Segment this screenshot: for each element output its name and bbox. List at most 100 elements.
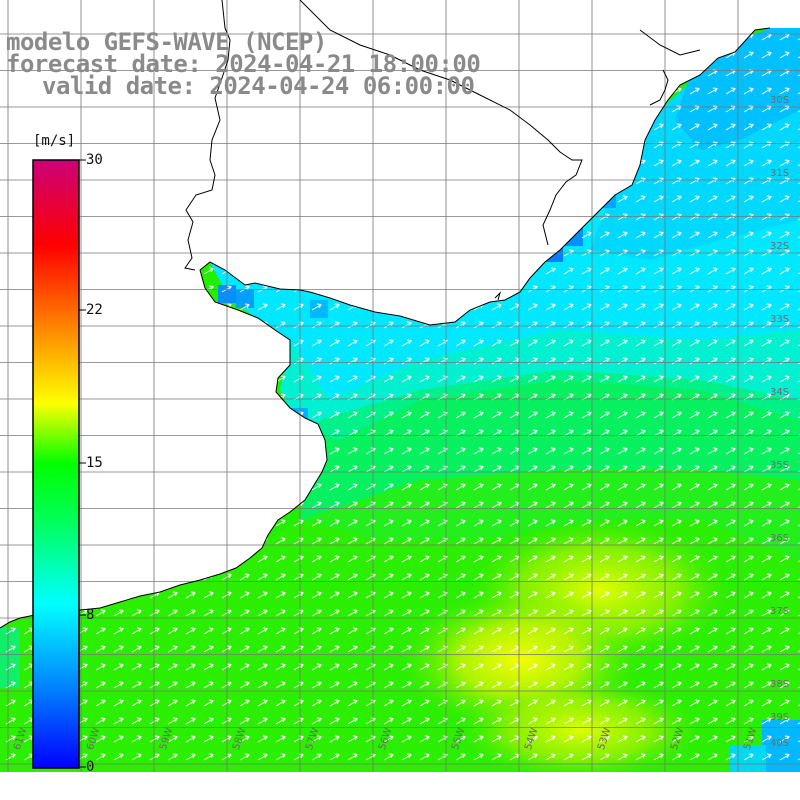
- wind-arrow: [725, 753, 736, 761]
- wind-arrow: [635, 447, 646, 455]
- wind-arrow: [743, 375, 754, 383]
- wind-arrow: [743, 447, 754, 455]
- wind-arrow: [581, 591, 592, 599]
- wind-arrow: [761, 447, 772, 455]
- wind-arrow: [563, 429, 574, 437]
- wind-arrow: [383, 519, 394, 527]
- wind-arrow: [5, 285, 16, 293]
- wind-arrow: [455, 573, 466, 581]
- wind-arrow: [671, 429, 682, 437]
- wind-arrow: [545, 591, 556, 599]
- wind-arrow: [167, 591, 178, 599]
- wind-arrow: [239, 141, 250, 149]
- wind-arrow: [329, 141, 340, 149]
- wind-arrow: [473, 699, 484, 707]
- wind-arrow: [383, 699, 394, 707]
- wind-arrow: [563, 591, 574, 599]
- wind-arrow: [581, 123, 592, 131]
- wind-arrow: [23, 321, 34, 329]
- wind-arrow: [527, 447, 538, 455]
- wind-arrow: [707, 267, 718, 275]
- wind-arrow: [257, 375, 268, 383]
- wind-arrow: [239, 717, 250, 725]
- lat-label-32s: 32S: [770, 241, 790, 252]
- wind-arrow: [293, 141, 304, 149]
- wind-arrow: [761, 123, 772, 131]
- wind-arrow: [761, 375, 772, 383]
- wind-arrow: [761, 627, 772, 635]
- wind-arrow: [671, 753, 682, 761]
- wind-arrow: [725, 555, 736, 563]
- wind-arrow: [455, 285, 466, 293]
- wind-arrow: [671, 159, 682, 167]
- wind-arrow: [545, 177, 556, 185]
- wind-arrow: [545, 753, 556, 761]
- wind-arrow: [581, 267, 592, 275]
- wind-arrow: [527, 735, 538, 743]
- wind-arrow: [563, 33, 574, 41]
- wind-arrow: [599, 537, 610, 545]
- wind-arrow: [491, 645, 502, 653]
- wind-arrow: [23, 465, 34, 473]
- wind-arrow: [113, 195, 124, 203]
- wind-arrow: [635, 645, 646, 653]
- wind-arrow: [545, 51, 556, 59]
- wind-arrow: [779, 159, 790, 167]
- wind-arrow: [257, 339, 268, 347]
- wind-arrow: [257, 735, 268, 743]
- wind-arrow: [131, 735, 142, 743]
- lat-label-34s: 34S: [770, 387, 790, 398]
- wind-arrow: [581, 51, 592, 59]
- wind-arrow: [203, 555, 214, 563]
- wind-arrow: [275, 123, 286, 131]
- wind-arrow: [581, 501, 592, 509]
- wind-arrow: [149, 645, 160, 653]
- wind-arrow: [185, 213, 196, 221]
- wind-arrow: [347, 753, 358, 761]
- wind-arrow: [149, 285, 160, 293]
- wind-arrow: [275, 735, 286, 743]
- wind-arrow: [5, 699, 16, 707]
- wind-arrow: [509, 141, 520, 149]
- wind-arrow: [419, 717, 430, 725]
- wind-arrow: [491, 447, 502, 455]
- wind-arrow: [23, 285, 34, 293]
- wind-arrow: [599, 699, 610, 707]
- wind-arrow: [95, 411, 106, 419]
- wind-arrow: [635, 411, 646, 419]
- wind-arrow: [383, 591, 394, 599]
- wind-arrow: [473, 321, 484, 329]
- wind-arrow: [473, 33, 484, 41]
- wind-arrow: [383, 465, 394, 473]
- wind-arrow: [581, 555, 592, 563]
- wind-arrow: [527, 195, 538, 203]
- wind-arrow: [653, 195, 664, 203]
- wind-arrow: [761, 159, 772, 167]
- wind-arrow: [167, 141, 178, 149]
- wind-arrow: [491, 285, 502, 293]
- wind-arrow: [95, 753, 106, 761]
- wind-arrow: [545, 501, 556, 509]
- wind-arrow: [365, 285, 376, 293]
- wind-arrow: [563, 663, 574, 671]
- wind-arrow: [239, 339, 250, 347]
- wind-arrow: [473, 591, 484, 599]
- wind-arrow: [491, 537, 502, 545]
- wind-arrow: [23, 483, 34, 491]
- wind-arrow: [527, 87, 538, 95]
- lat-label-39s: 39S: [770, 712, 790, 723]
- wind-arrow: [23, 141, 34, 149]
- wind-arrow: [455, 627, 466, 635]
- wind-arrow: [671, 375, 682, 383]
- wind-arrow: [185, 645, 196, 653]
- wind-arrow: [23, 447, 34, 455]
- wind-arrow: [347, 141, 358, 149]
- wind-arrow: [599, 447, 610, 455]
- wind-arrow: [653, 159, 664, 167]
- wind-arrow: [581, 177, 592, 185]
- wind-arrow: [239, 735, 250, 743]
- wind-arrow: [599, 267, 610, 275]
- wind-arrow: [761, 483, 772, 491]
- wind-arrow: [779, 735, 790, 743]
- wind-arrow: [761, 717, 772, 725]
